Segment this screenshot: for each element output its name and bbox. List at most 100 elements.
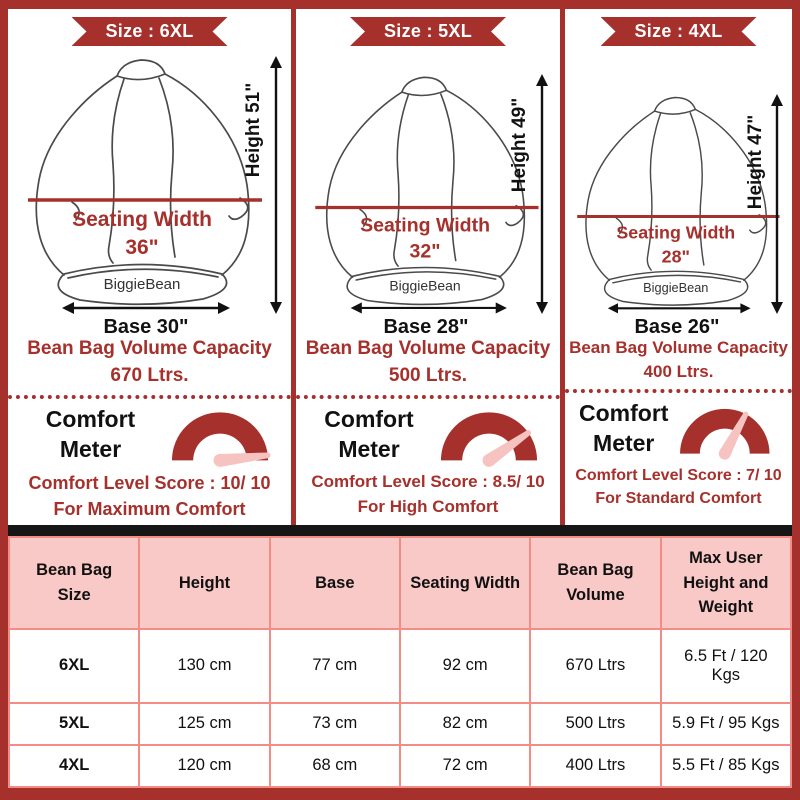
comfort-meter-label: Comfort Meter [45, 406, 136, 462]
table-cell: 500 Ltrs [529, 701, 662, 746]
bean-bag-illustration: Seating Width 32" BiggieBean Base 28" He… [315, 74, 548, 336]
table-cell: 77 cm [268, 628, 401, 704]
column-divider [560, 9, 565, 525]
comfort-gauge-icon [680, 408, 770, 460]
table-cell: 130 cm [138, 628, 271, 704]
table-cell: 92 cm [398, 628, 532, 704]
comfort-score-value: Comfort Level Score : 8.5/ 10 [311, 471, 545, 491]
bean-bag-sketch: Seating Width 32" BiggieBean [315, 76, 539, 314]
comfort-meter-section: Comfort Meter [565, 389, 792, 461]
size-comparison-table: Bean Bag Size Height Base Seating Width … [8, 536, 792, 788]
height-arrow [771, 94, 783, 314]
table-cell: 5XL [8, 701, 141, 746]
volume-capacity-title: Bean Bag Volume Capacity [305, 338, 551, 359]
bean-bag-sketch: Seating Width 28" BiggieBean [577, 96, 780, 314]
table-header-cell: Seating Width [398, 536, 532, 630]
base-width-arrow [62, 302, 230, 314]
brand-logo-text: BiggieBean [104, 276, 181, 293]
table-row: 6XL 130 cm 77 cm 92 cm 670 Ltrs 6.5 Ft /… [8, 628, 792, 704]
comfort-score: Comfort Level Score : 10/ 10 For Maximum… [8, 470, 291, 522]
table-cell: 400 Ltrs [529, 743, 662, 788]
table-row: 4XL 120 cm 68 cm 72 cm 400 Ltrs 5.5 Ft /… [8, 743, 792, 788]
table-header-cell: Max User Height and Weight [659, 536, 792, 630]
gauge-needle [213, 452, 271, 468]
comfort-meter-label: Comfort Meter [579, 400, 669, 457]
base-width-arrow [350, 302, 507, 314]
table-cell: 72 cm [398, 743, 532, 788]
seating-width-value: 36" [125, 236, 158, 259]
table-cell: 6.5 Ft / 120 Kgs [659, 628, 792, 704]
comfort-score-caption: For High Comfort [357, 496, 499, 516]
table-header-cell: Bean Bag Volume [529, 536, 662, 630]
size-column-5xl: Size : 5XL Seating Width 32" [296, 9, 560, 525]
table-cell: 5.5 Ft / 85 Kgs [659, 743, 792, 788]
volume-capacity: Bean Bag Volume Capacity 400 Ltrs. [565, 336, 792, 384]
volume-capacity: Bean Bag Volume Capacity 670 Ltrs. [8, 336, 291, 390]
base-label: Base 28" [383, 316, 468, 336]
table-header-row: Bean Bag Size Height Base Seating Width … [8, 536, 792, 630]
gauge-needle [719, 411, 749, 460]
seating-width-label: Seating Width [72, 208, 212, 231]
height-label: Height 47" [745, 115, 766, 210]
volume-capacity-title: Bean Bag Volume Capacity [569, 338, 788, 357]
height-arrow [270, 56, 282, 314]
brand-logo-text: BiggieBean [389, 277, 460, 293]
size-ribbon: Size : 5XL [350, 17, 506, 46]
size-ribbon-label: Size : 6XL [105, 21, 194, 41]
brand-logo-text: BiggieBean [643, 280, 708, 295]
seating-width-value: 28" [662, 246, 690, 266]
size-ribbon-label: Size : 4XL [634, 21, 723, 41]
size-ribbon-label: Size : 5XL [383, 21, 473, 41]
table-cell: 670 Ltrs [529, 628, 662, 704]
table-row: 5XL 125 cm 73 cm 82 cm 500 Ltrs 5.9 Ft /… [8, 701, 792, 746]
comfort-score-value: Comfort Level Score : 7/ 10 [575, 467, 782, 485]
comfort-meter-section: Comfort Meter [8, 394, 291, 468]
base-width-arrow [607, 303, 751, 314]
comfort-score-caption: For Standard Comfort [595, 490, 762, 508]
section-divider-bar [8, 525, 792, 536]
comfort-score-caption: For Maximum Comfort [53, 499, 246, 520]
size-column-4xl: Size : 4XL Seating Width 28" [565, 9, 792, 525]
seating-width-label: Seating Width [360, 215, 490, 237]
height-label: Height 51" [243, 83, 264, 178]
comfort-meter-label: Comfort Meter [324, 406, 414, 462]
seating-width-label: Seating Width [616, 223, 735, 243]
comfort-meter-section: Comfort Meter [296, 394, 560, 468]
table-cell: 5.9 Ft / 95 Kgs [659, 701, 792, 746]
gauge-needle [482, 430, 532, 468]
comfort-score-value: Comfort Level Score : 10/ 10 [28, 472, 271, 493]
size-ribbon: Size : 6XL [72, 17, 228, 46]
volume-capacity-value: 500 Ltrs. [388, 364, 468, 386]
bean-bag-sketch: Seating Width 36" BiggieBean [28, 59, 262, 314]
comfort-score: Comfort Level Score : 8.5/ 10 For High C… [296, 470, 560, 519]
bean-bag-illustration: Seating Width 36" BiggieBean Base 30" He… [28, 56, 282, 336]
size-ribbon: Size : 4XL [601, 17, 757, 46]
table-cell: 73 cm [268, 701, 401, 746]
height-arrow [536, 74, 548, 314]
seating-width-value: 32" [410, 241, 441, 263]
table-cell: 125 cm [138, 701, 271, 746]
table-header-cell: Bean Bag Size [8, 536, 141, 630]
base-label: Base 30" [103, 316, 188, 336]
comfort-score: Comfort Level Score : 7/ 10 For Standard… [565, 464, 792, 510]
base-label: Base 26" [634, 316, 719, 336]
size-column-6xl: Size : 6XL Seating Width 36" [8, 9, 291, 525]
comfort-gauge-icon [171, 412, 271, 468]
volume-capacity-title: Bean Bag Volume Capacity [27, 338, 272, 359]
height-label: Height 49" [509, 98, 530, 193]
volume-capacity: Bean Bag Volume Capacity 500 Ltrs. [296, 336, 560, 390]
table-cell: 6XL [8, 628, 141, 704]
table-cell: 68 cm [268, 743, 401, 788]
volume-capacity-value: 670 Ltrs. [110, 364, 189, 386]
volume-capacity-value: 400 Ltrs. [643, 362, 714, 382]
table-header-cell: Base [268, 536, 401, 630]
table-cell: 4XL [8, 743, 141, 788]
table-header-cell: Height [138, 536, 271, 630]
comfort-gauge-icon [440, 412, 538, 468]
bean-bag-illustration: Seating Width 28" BiggieBean Base 26" He… [577, 94, 783, 336]
column-divider [291, 9, 296, 525]
table-cell: 120 cm [138, 743, 271, 788]
table-cell: 82 cm [398, 701, 532, 746]
size-columns: Size : 6XL Seating Width 36" [8, 9, 792, 525]
